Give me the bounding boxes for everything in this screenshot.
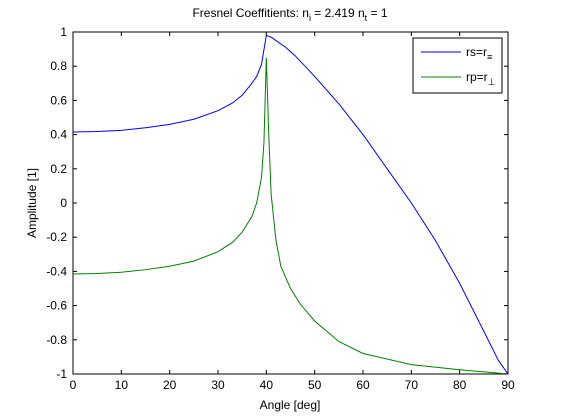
x-tick-label-40: 40	[260, 378, 274, 392]
y-tick-label-6: 0.2	[50, 162, 67, 176]
x-tick-label-90: 90	[501, 378, 515, 392]
y-tick-label-8: 0.6	[50, 93, 67, 107]
y-tick-label-2: -0.6	[46, 299, 67, 313]
legend: rs=r≡ rp=r⊥	[412, 37, 503, 94]
x-tick-label-30: 30	[211, 378, 225, 392]
y-tick-label-4: -0.2	[46, 230, 67, 244]
legend-label-rs: rs=r≡	[466, 45, 492, 62]
x-tick-label-50: 50	[308, 378, 322, 392]
chart-title: Fresnel Coeffitients: ni = 2.419 nt = 1	[192, 6, 387, 23]
x-axis-label: Angle [deg]	[260, 398, 321, 412]
y-tick-label-7: 0.4	[50, 128, 67, 142]
title-suffix: = 1	[367, 6, 388, 20]
legend-box	[412, 37, 503, 94]
title-prefix: Fresnel Coeffitients: n	[192, 6, 309, 20]
y-axis-label: Amplitude [1]	[25, 168, 39, 238]
x-tick-label-0: 0	[70, 378, 77, 392]
x-tick-label-10: 10	[115, 378, 129, 392]
y-tick-label-1: -0.8	[46, 333, 67, 347]
x-tick-label-20: 20	[163, 378, 177, 392]
y-tick-label-5: 0	[60, 196, 67, 210]
tick-layer: 0 10 20 30 40 50 60 70 80 90 -1 -0.8 -0.6 -0.4 -0.2 0 0.…	[46, 25, 515, 392]
title-subscript-t: t	[365, 13, 368, 23]
y-tick-label-0: -1	[56, 367, 67, 381]
title-middle: = 2.419 n	[311, 6, 365, 20]
y-tick-label-3: -0.4	[46, 264, 67, 278]
x-tick-label-80: 80	[453, 378, 467, 392]
y-tick-label-9: 0.8	[50, 59, 67, 73]
title-subscript-i: i	[309, 13, 311, 23]
legend-label-rp: rp=r⊥	[466, 70, 496, 87]
x-tick-label-60: 60	[356, 378, 370, 392]
y-tick-label-10: 1	[60, 25, 67, 39]
series-line-rp	[72, 57, 509, 375]
series-line-rs	[72, 34, 509, 375]
series-layer	[72, 34, 509, 375]
x-tick-label-70: 70	[405, 378, 419, 392]
